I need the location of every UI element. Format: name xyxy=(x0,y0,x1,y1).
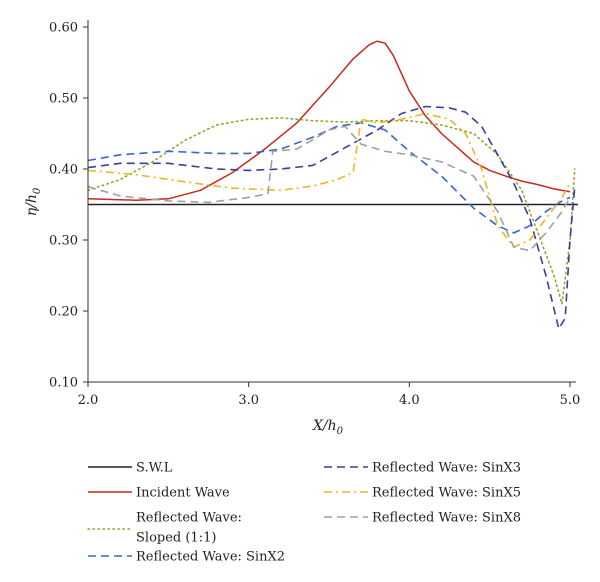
series-line-6 xyxy=(87,125,571,252)
y-tick-label-0: 0.10 xyxy=(49,376,78,391)
legend: S.W.L Incident Wave Reflected Wave: Sloped … xyxy=(87,461,521,565)
legend-label-3: Reflected Wave: SinX2 xyxy=(136,550,285,565)
x-axis-label-sub: 0 xyxy=(337,426,344,437)
y-tick-label-1: 0.20 xyxy=(49,305,78,320)
legend-label-6: Reflected Wave: SinX8 xyxy=(372,511,521,526)
legend-label-0: S.W.L xyxy=(136,461,173,476)
x-tick-label-2: 4.0 xyxy=(399,393,420,408)
y-tick-label-4: 0.50 xyxy=(49,92,78,107)
legend-label-1: Incident Wave xyxy=(136,486,230,501)
x-tick-label-0: 2.0 xyxy=(78,393,99,408)
y-axis-label-main: η/h xyxy=(24,194,40,216)
y-tick-label-5: 0.60 xyxy=(49,21,78,36)
y-tick-label-2: 0.30 xyxy=(49,234,78,249)
ticks-group: 0.10 0.20 0.30 0.40 0.50 0.60 2.0 3.0 4.0 5.0 xyxy=(49,21,580,409)
legend-label-2-line-1: Sloped (1:1) xyxy=(136,531,216,546)
x-axis-label-main: X/h xyxy=(312,418,337,434)
y-tick-label-3: 0.40 xyxy=(49,163,78,178)
axes-group xyxy=(87,20,576,383)
series-line-3 xyxy=(87,122,571,234)
x-tick-label-1: 3.0 xyxy=(238,393,259,408)
legend-label-4: Reflected Wave: SinX3 xyxy=(372,461,521,476)
series-line-5 xyxy=(87,112,571,248)
legend-label-5: Reflected Wave: SinX5 xyxy=(372,486,521,501)
series-line-2 xyxy=(87,117,576,305)
y-axis-label: η/h0 xyxy=(24,187,43,216)
y-axis-label-sub: 0 xyxy=(32,187,43,194)
x-axis-label: X/h0 xyxy=(312,418,344,437)
legend-label-2-line-0: Reflected Wave: xyxy=(136,511,242,526)
series-line-1 xyxy=(87,40,571,201)
series-line-4 xyxy=(87,105,576,330)
x-tick-label-3: 5.0 xyxy=(560,393,581,408)
plot-series-group xyxy=(87,40,578,330)
